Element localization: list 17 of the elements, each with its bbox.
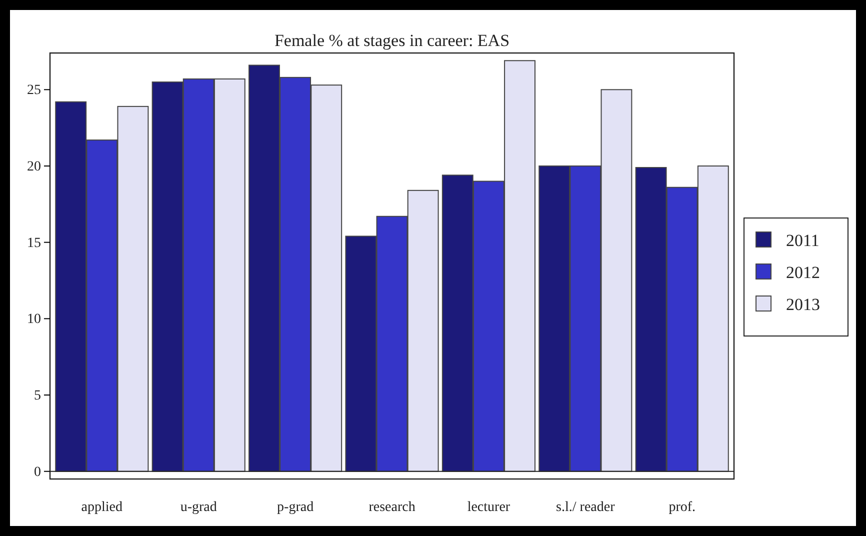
x-tick-label: u-grad bbox=[180, 500, 217, 515]
y-tick-label: 25 bbox=[27, 83, 41, 98]
legend-label: 2011 bbox=[786, 231, 820, 250]
x-tick-label: research bbox=[368, 500, 416, 515]
y-tick-label: 10 bbox=[27, 312, 41, 328]
y-tick-label: 0 bbox=[34, 464, 41, 480]
chart-title: Female % at stages in career: EAS bbox=[274, 31, 510, 50]
x-tick-label: prof. bbox=[668, 500, 696, 515]
legend-label: 2012 bbox=[786, 263, 820, 282]
x-tick-label: s.l./ reader bbox=[556, 500, 616, 515]
y-tick-label: 15 bbox=[27, 236, 41, 251]
x-tick-label: lecturer bbox=[467, 500, 510, 515]
x-tick-label: p-grad bbox=[277, 500, 314, 515]
legend-label: 2013 bbox=[786, 295, 820, 314]
y-tick-label: 5 bbox=[34, 388, 41, 404]
x-tick-label: applied bbox=[81, 500, 123, 515]
y-tick-label: 20 bbox=[27, 159, 41, 174]
